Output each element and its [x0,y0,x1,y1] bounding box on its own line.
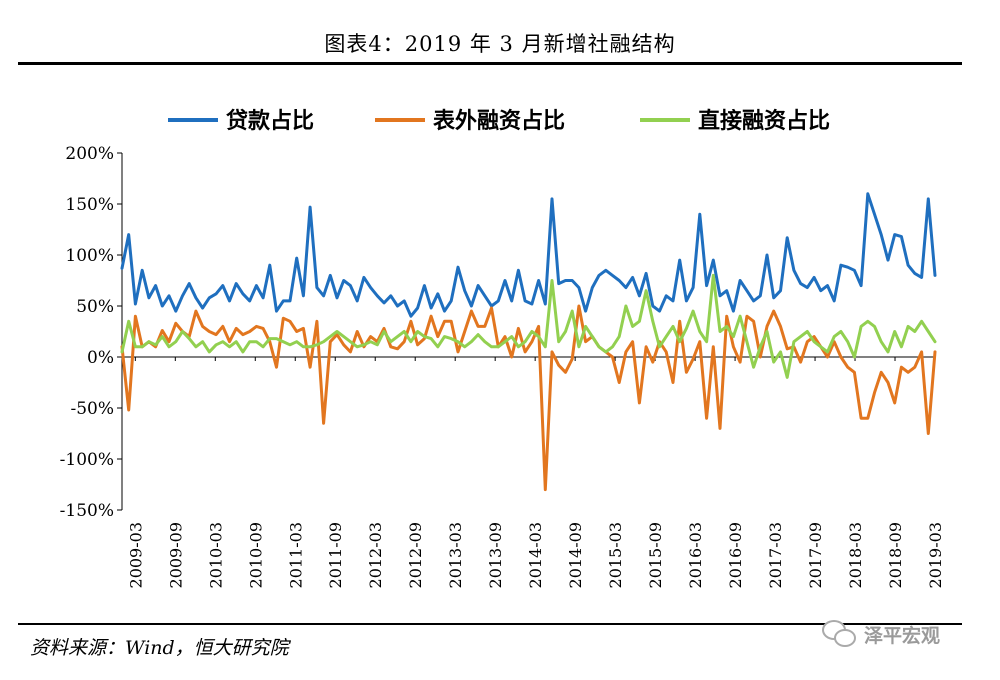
series-line-2 [120,304,937,492]
series-line-3 [120,273,937,379]
footer-rule [18,623,962,625]
series-line-1 [120,192,937,318]
legend-label: 表外融资占比 [433,108,565,134]
x-tick-label: 2016-09 [726,522,745,588]
y-tick-label: -50% [70,399,114,419]
x-tick-label: 2011-03 [286,522,305,588]
line-chart: 贷款占比 表外融资占比 直接融资占比 200% 150% 100% 50% 0% -50% -1… [60,108,945,588]
title-rule [18,62,962,65]
x-axis: 2009-03 2009-09 2010-03 2010-09 2011-03 2011-… [122,356,945,588]
x-tick-label: 2018-09 [886,522,905,588]
x-tick-label: 2013-09 [486,522,505,588]
wechat-logo-icon [822,620,858,648]
y-tick-label: -100% [60,450,114,470]
x-tick-label: 2010-09 [246,522,265,588]
x-tick-label: 2014-03 [526,522,545,588]
x-tick-label: 2010-03 [206,522,225,588]
chart-title: 图表4：2019 年 3 月新增社融结构 [324,32,676,56]
x-tick-label: 2013-03 [446,522,465,588]
plot-area [120,192,937,492]
y-tick-label: 200% [65,144,114,164]
y-tick-label: -150% [60,501,114,521]
y-tick-label: 150% [65,195,114,215]
y-tick-label: 50% [76,297,114,317]
x-tick-label: 2009-09 [166,522,185,588]
legend: 贷款占比 表外融资占比 直接融资占比 [168,108,830,134]
x-tick-label: 2016-03 [686,522,705,588]
x-tick-label: 2015-09 [646,522,665,588]
legend-label: 贷款占比 [226,108,314,134]
brand-watermark: 泽平宏观 [822,620,940,648]
source-note: 资料来源：Wind，恒大研究院 [30,637,289,659]
y-tick-label: 0% [87,348,114,368]
x-tick-label: 2019-03 [926,522,945,588]
y-tick-label: 100% [65,246,114,266]
legend-label: 直接融资占比 [698,108,830,134]
x-tick-label: 2015-03 [606,522,625,588]
x-tick-label: 2012-03 [366,522,385,588]
x-tick-label: 2017-09 [806,522,825,588]
x-tick-label: 2012-09 [406,522,425,588]
brand-name: 泽平宏观 [864,624,941,647]
x-tick-label: 2011-09 [326,522,345,588]
y-axis: 200% 150% 100% 50% 0% -50% -100% -150% [60,144,123,521]
x-tick-label: 2009-03 [126,522,145,588]
x-tick-label: 2017-03 [766,522,785,588]
x-tick-label: 2014-09 [566,522,585,588]
x-tick-label: 2018-03 [846,522,865,588]
